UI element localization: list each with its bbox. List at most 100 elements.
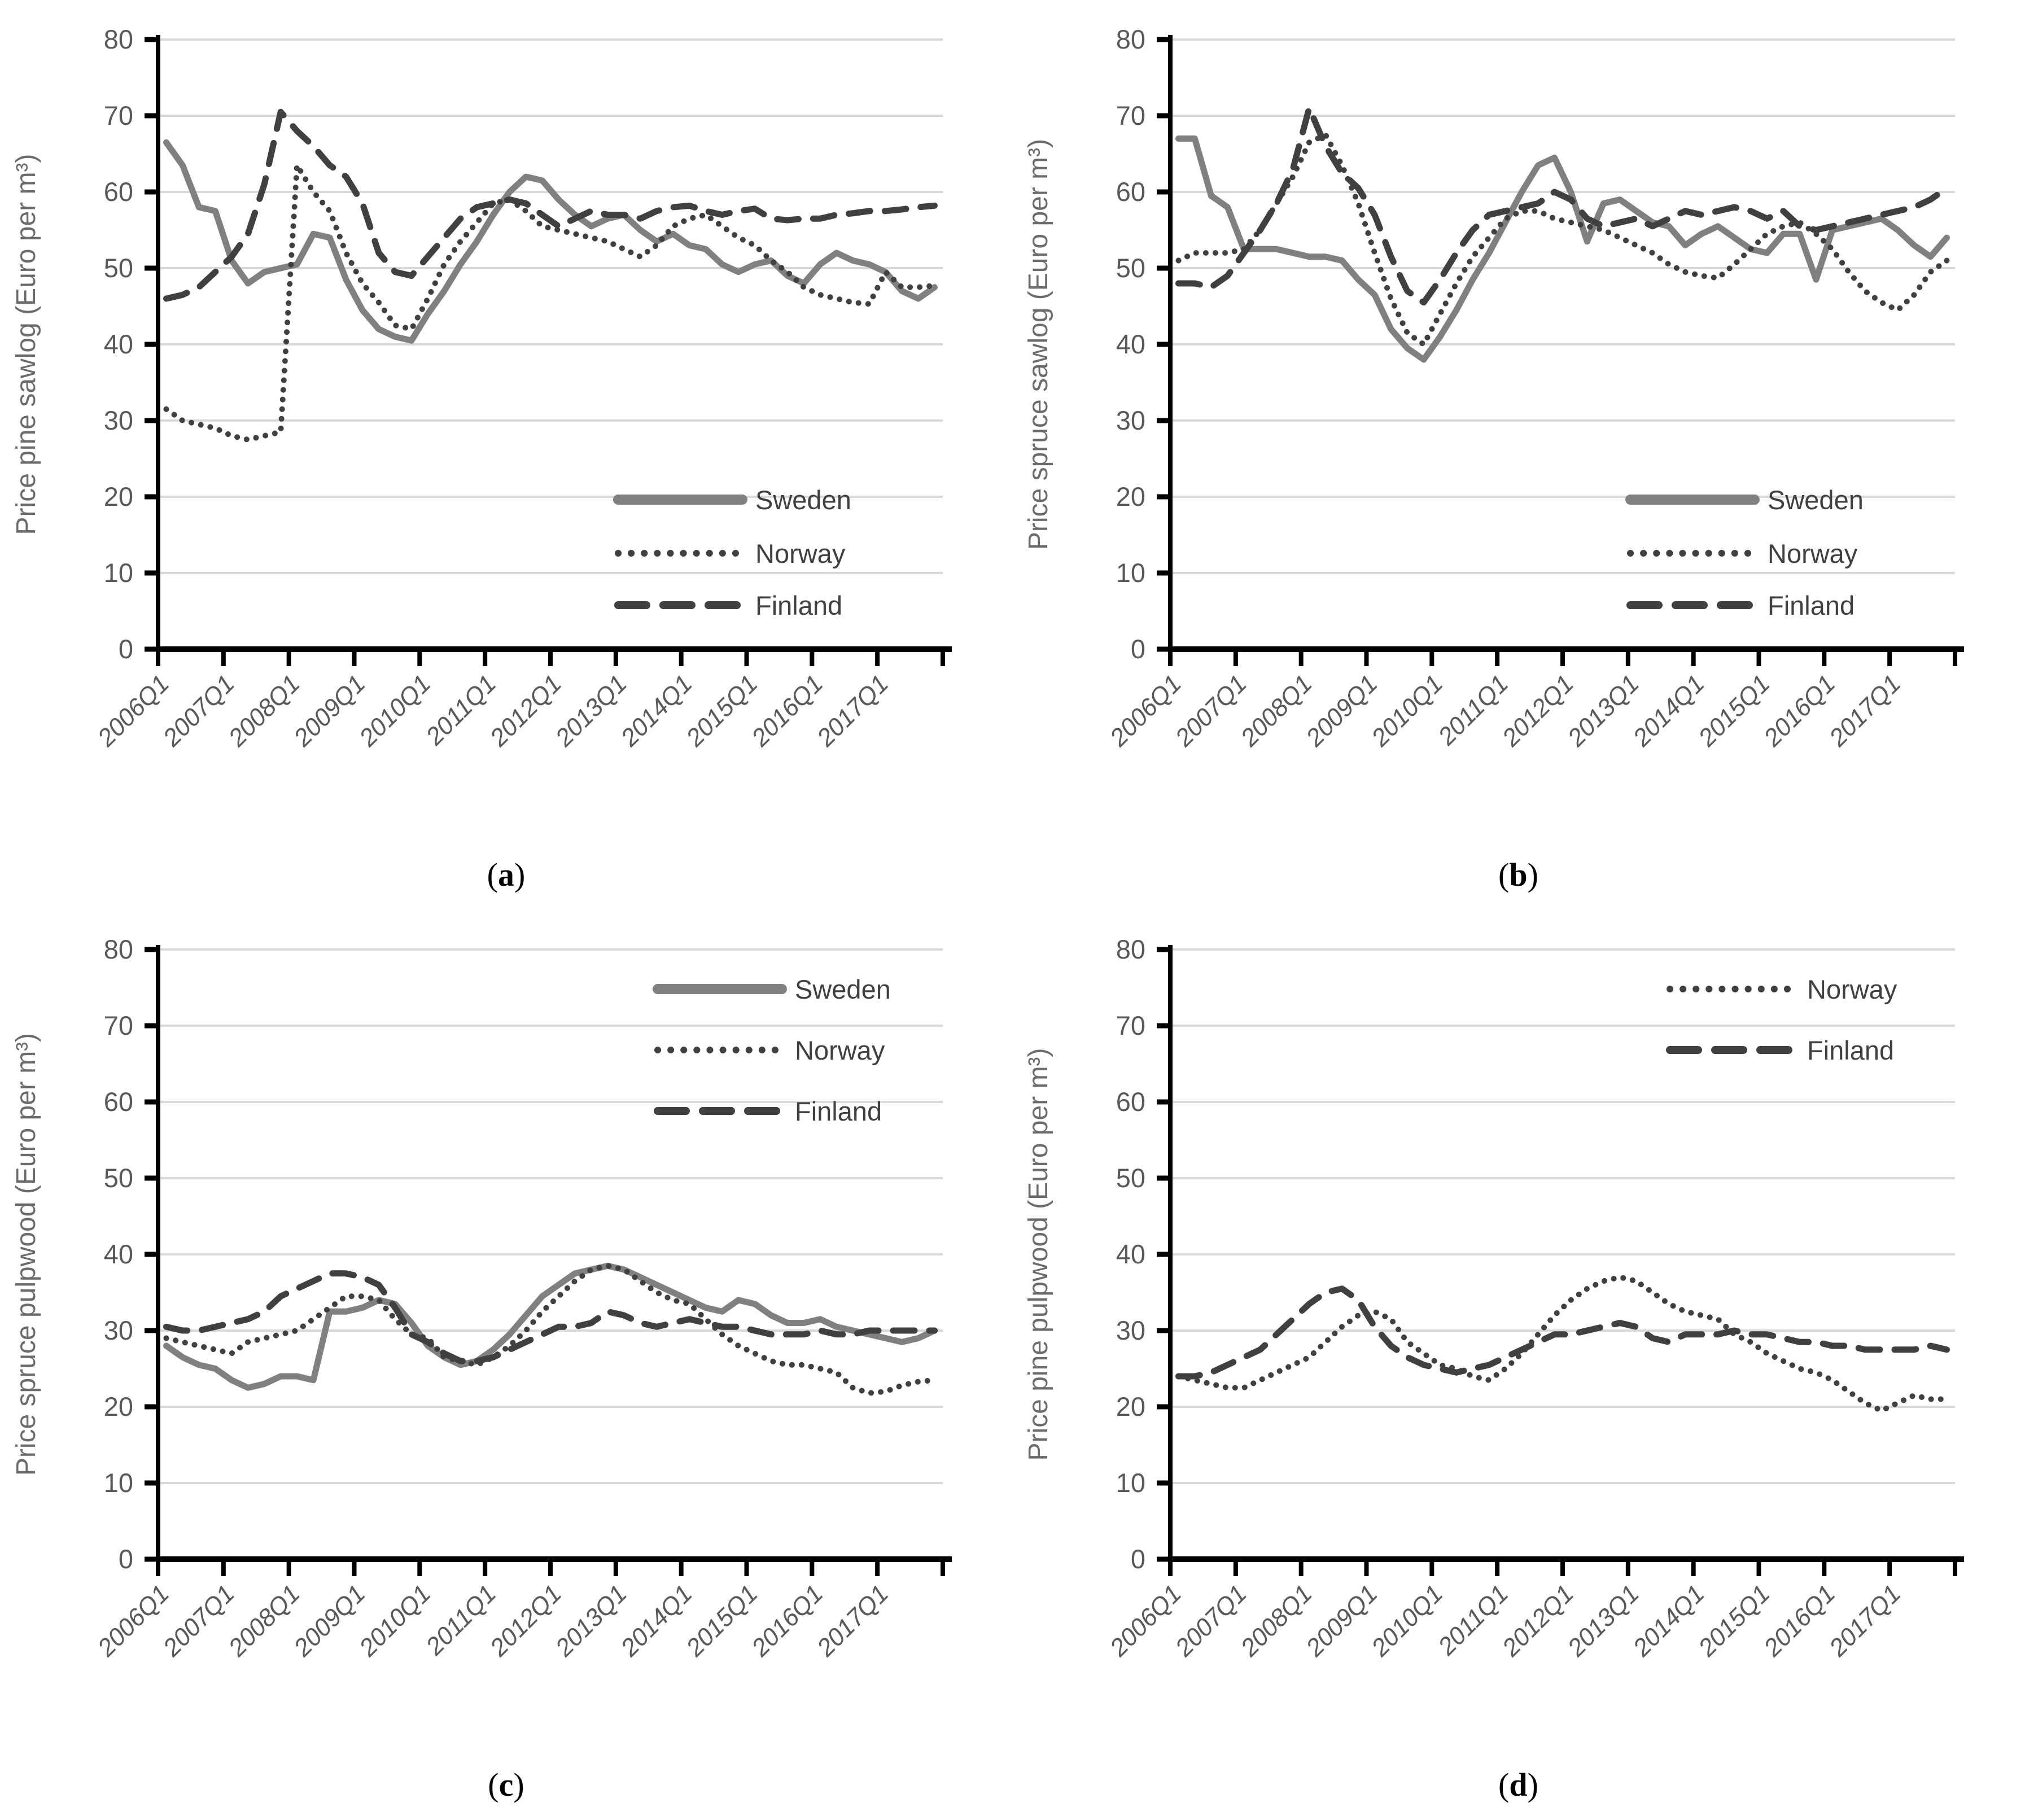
y-tick-label-10: 10 bbox=[104, 1468, 133, 1498]
y-tick-label-60: 60 bbox=[104, 1087, 133, 1117]
x-tick-label-2007Q1: 2007Q1 bbox=[1170, 670, 1252, 752]
y-tick-label-0: 0 bbox=[119, 1544, 133, 1574]
x-tick-label-2009Q1: 2009Q1 bbox=[288, 670, 370, 752]
y-axis-title: Price spruce pulpwood (Euro per m³) bbox=[11, 1033, 41, 1476]
y-tick-label-80: 80 bbox=[104, 934, 133, 964]
y-tick-label-70: 70 bbox=[1116, 100, 1145, 130]
x-tick-label-2016Q1: 2016Q1 bbox=[746, 670, 828, 752]
x-tick-label-2016Q1: 2016Q1 bbox=[1758, 670, 1840, 752]
y-tick-label-60: 60 bbox=[1116, 177, 1145, 207]
y-tick-label-10: 10 bbox=[104, 558, 133, 588]
y-tick-label-0: 0 bbox=[1131, 634, 1145, 664]
caption-a-paren-close: ) bbox=[514, 856, 526, 893]
legend-label-norway: Norway bbox=[795, 1035, 885, 1065]
series-line-norway bbox=[163, 1263, 938, 1396]
caption-d-paren-open: ( bbox=[1498, 1766, 1510, 1803]
y-axis-title: Price spruce sawlog (Euro per m³) bbox=[1024, 139, 1053, 550]
series-line-norway bbox=[1175, 1274, 1950, 1414]
legend-label-sweden: Sweden bbox=[795, 974, 891, 1004]
y-axis-title: Price pine sawlog (Euro per m³) bbox=[11, 154, 41, 535]
series-line-norway bbox=[1175, 132, 1950, 347]
chart-spruce-pulpwood: 0 10 20 30 40 50 60 70 80 2006Q12007Q12008Q12009Q… bbox=[0, 910, 1012, 1757]
chart-spruce-sawlog: 0 10 20 30 40 50 60 70 80 2006Q12007Q12008Q12009Q… bbox=[1012, 0, 2024, 847]
y-tick-label-0: 0 bbox=[1131, 1544, 1145, 1574]
x-tick-label-2012Q1: 2012Q1 bbox=[484, 1580, 567, 1662]
y-tick-label-20: 20 bbox=[1116, 482, 1145, 511]
panel-b: 0 10 20 30 40 50 60 70 80 2006Q1 2007Q1 2008Q1 2009Q… bbox=[1012, 0, 2024, 910]
x-tick-label-2010Q1: 2010Q1 bbox=[1366, 670, 1448, 752]
x-tick-label-2010Q1: 2010Q1 bbox=[1366, 1580, 1448, 1662]
y-tick-label-20: 20 bbox=[104, 1392, 133, 1421]
y-tick-label-40: 40 bbox=[1116, 1239, 1145, 1269]
panel-c: 0 10 20 30 40 50 60 70 80 2006Q1 2007Q1 2008Q1 2009Q… bbox=[0, 910, 1012, 1820]
x-tick-label-2009Q1: 2009Q1 bbox=[1300, 670, 1383, 752]
x-tick-label-2006Q1: 2006Q1 bbox=[1104, 670, 1187, 752]
x-tick-label-2014Q1: 2014Q1 bbox=[615, 670, 698, 752]
x-tick-label-2013Q1: 2013Q1 bbox=[1562, 1580, 1645, 1662]
y-tick-label-10: 10 bbox=[1116, 1468, 1145, 1498]
legend-label-sweden: Sweden bbox=[1768, 485, 1864, 515]
series-line-finland bbox=[163, 1270, 938, 1364]
y-tick-label-20: 20 bbox=[104, 482, 133, 511]
panel-a: 0 10 20 30 40 50 60 70 80 2006Q1 2007Q1 2008Q1 2009Q… bbox=[0, 0, 1012, 910]
caption-d-paren-close: ) bbox=[1527, 1766, 1538, 1803]
x-tick-label-2011Q1: 2011Q1 bbox=[420, 670, 501, 751]
x-tick-label-2014Q1: 2014Q1 bbox=[615, 1580, 698, 1662]
y-tick-label-70: 70 bbox=[104, 1010, 133, 1040]
x-tick-label-2012Q1: 2012Q1 bbox=[484, 670, 567, 752]
y-axis-title: Price pine pulpwood (Euro per m³) bbox=[1024, 1048, 1053, 1461]
legend-label-norway: Norway bbox=[755, 539, 846, 568]
x-tick-label-2015Q1: 2015Q1 bbox=[680, 670, 763, 752]
caption-a: (a) bbox=[0, 847, 1012, 909]
caption-c: (c) bbox=[0, 1757, 1012, 1819]
x-tick-label-2008Q1: 2008Q1 bbox=[1235, 670, 1318, 752]
series-line-sweden bbox=[163, 1262, 938, 1391]
x-tick-label-2016Q1: 2016Q1 bbox=[746, 1580, 828, 1662]
x-tick-label-2009Q1: 2009Q1 bbox=[288, 1580, 370, 1662]
caption-b-letter: b bbox=[1509, 856, 1528, 893]
x-tick-label-2016Q1: 2016Q1 bbox=[1758, 1580, 1840, 1662]
legend-label-finland: Finland bbox=[1807, 1035, 1894, 1065]
x-tick-label-2017Q1: 2017Q1 bbox=[811, 670, 894, 752]
y-tick-label-60: 60 bbox=[104, 177, 133, 207]
y-tick-label-50: 50 bbox=[1116, 1163, 1145, 1193]
x-tick-label-2006Q1: 2006Q1 bbox=[92, 1580, 174, 1662]
caption-a-letter: a bbox=[498, 856, 514, 893]
chart-pine-pulpwood: 0 10 20 30 40 50 60 70 80 2006Q12007Q12008Q12009Q… bbox=[1012, 910, 2024, 1757]
x-tick-label-2013Q1: 2013Q1 bbox=[1562, 670, 1645, 752]
y-tick-label-20: 20 bbox=[1116, 1392, 1145, 1421]
caption-c-letter: c bbox=[498, 1766, 514, 1803]
y-tick-label-80: 80 bbox=[1116, 24, 1145, 54]
y-tick-label-30: 30 bbox=[1116, 1315, 1145, 1345]
y-tick-label-10: 10 bbox=[1116, 558, 1145, 588]
y-tick-label-50: 50 bbox=[104, 253, 133, 283]
y-tick-label-50: 50 bbox=[1116, 253, 1145, 283]
caption-d: (d) bbox=[1012, 1757, 2024, 1819]
x-tick-label-2011Q1: 2011Q1 bbox=[1432, 670, 1514, 751]
x-tick-label-2010Q1: 2010Q1 bbox=[353, 1580, 436, 1662]
legend-label-norway: Norway bbox=[1768, 539, 1858, 568]
y-tick-label-80: 80 bbox=[104, 24, 133, 54]
y-tick-label-70: 70 bbox=[104, 100, 133, 130]
x-tick-label-2011Q1: 2011Q1 bbox=[420, 1580, 501, 1661]
y-tick-label-60: 60 bbox=[1116, 1087, 1145, 1117]
y-tick-label-0: 0 bbox=[119, 634, 133, 664]
x-tick-label-2008Q1: 2008Q1 bbox=[223, 670, 305, 752]
caption-b-paren-open: ( bbox=[1498, 856, 1510, 893]
x-tick-label-2012Q1: 2012Q1 bbox=[1497, 1580, 1579, 1662]
x-tick-label-2013Q1: 2013Q1 bbox=[550, 670, 632, 752]
legend-label-finland: Finland bbox=[755, 590, 842, 620]
x-tick-label-2015Q1: 2015Q1 bbox=[680, 1580, 763, 1662]
y-tick-label-80: 80 bbox=[1116, 934, 1145, 964]
y-tick-label-70: 70 bbox=[1116, 1010, 1145, 1040]
series-line-finland bbox=[1175, 1285, 1950, 1380]
x-tick-label-2017Q1: 2017Q1 bbox=[811, 1580, 894, 1662]
caption-d-letter: d bbox=[1509, 1766, 1528, 1803]
y-tick-label-50: 50 bbox=[104, 1163, 133, 1193]
y-tick-label-40: 40 bbox=[104, 1239, 133, 1269]
series-line-norway bbox=[163, 162, 938, 443]
y-tick-label-30: 30 bbox=[1116, 405, 1145, 435]
y-tick-label-30: 30 bbox=[104, 405, 133, 435]
